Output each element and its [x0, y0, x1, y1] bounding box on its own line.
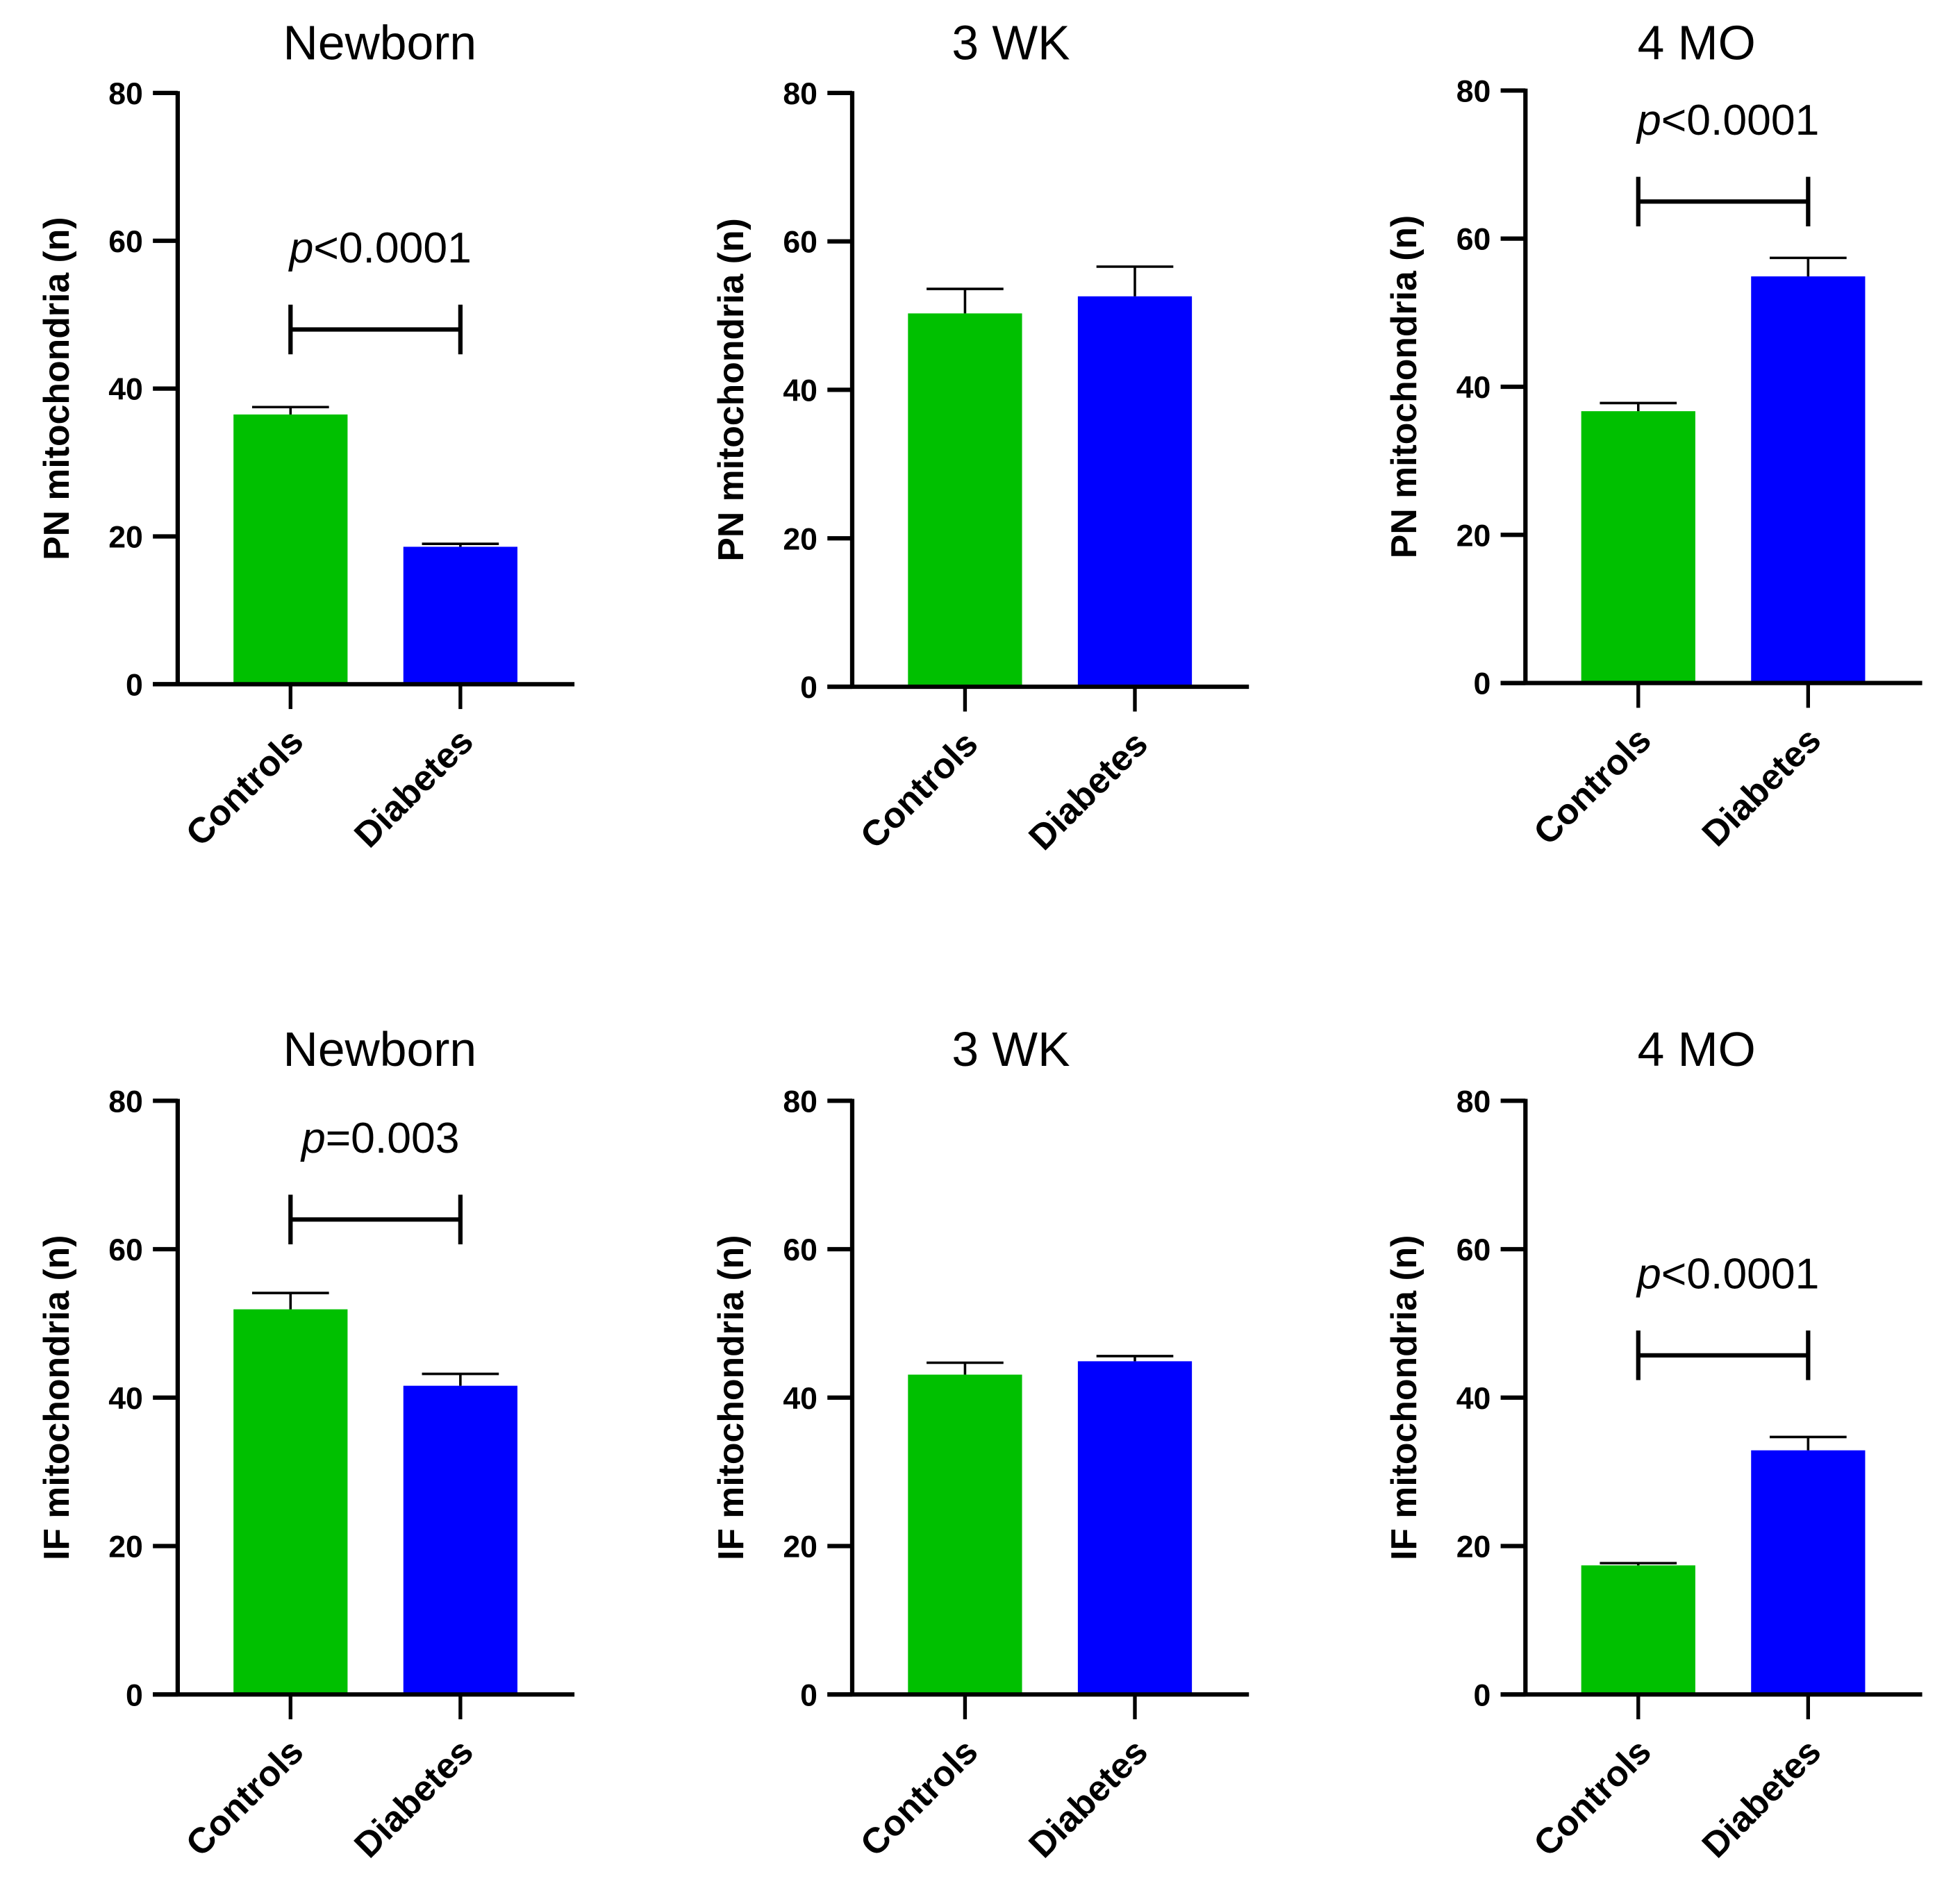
p-value-symbol: p	[1636, 1249, 1661, 1298]
y-tick-label: 0	[126, 668, 143, 702]
y-axis-label: IF mitochondria (n)	[711, 1235, 751, 1560]
x-tick-label: Diabetes	[1021, 723, 1156, 858]
y-tick-label: 40	[1456, 371, 1491, 405]
y-tick-label: 20	[1456, 519, 1491, 553]
x-tick-label: Diabetes	[1694, 719, 1829, 854]
y-tick-label: 60	[108, 1233, 143, 1267]
x-tick-label: Diabetes	[1694, 1731, 1829, 1866]
y-tick-label: 80	[1456, 1085, 1491, 1119]
chart-panel-1: Newborn PN mitochondria (n) Controls Diabet…	[36, 16, 575, 855]
bar-controls	[233, 414, 348, 685]
chart-title: Newborn	[283, 1022, 477, 1076]
p-value-text: <0.0001	[313, 224, 472, 272]
x-tick-label: Controls	[1526, 1731, 1659, 1864]
y-tick-label: 60	[1456, 1233, 1491, 1267]
x-tick-label: Controls	[852, 723, 985, 855]
bar-controls	[1581, 411, 1695, 683]
chart-panel-6: 4 MO IF mitochondria (n) Controls Diabetes 0…	[1384, 1022, 1922, 1865]
y-tick-label: 0	[126, 1678, 143, 1712]
y-tick-label: 40	[1456, 1382, 1491, 1416]
y-tick-label: 60	[1456, 223, 1491, 257]
chart-title: 3 WK	[952, 1022, 1070, 1076]
y-tick-label: 20	[783, 1530, 817, 1564]
p-value-text: =0.003	[326, 1114, 460, 1162]
y-axis-label: IF mitochondria (n)	[1384, 1235, 1424, 1560]
p-value-symbol: p	[300, 1114, 326, 1162]
chart-title: 3 WK	[952, 16, 1070, 70]
p-value-text: <0.0001	[1661, 1249, 1820, 1298]
bar-diabetes	[1751, 276, 1866, 683]
y-axis-label: PN mitochondria (n)	[36, 217, 76, 560]
chart-title: Newborn	[283, 16, 477, 70]
y-tick-label: 0	[1474, 667, 1491, 701]
p-value-text: <0.0001	[1661, 96, 1820, 144]
y-tick-label: 40	[108, 373, 143, 407]
y-axis-label: IF mitochondria (n)	[36, 1235, 76, 1560]
p-value-label: p=0.003	[300, 1114, 460, 1162]
chart-panel-3: 4 MO PN mitochondria (n) Controls Diabetes 0…	[1384, 16, 1922, 854]
x-tick-label: Controls	[178, 721, 310, 853]
y-tick-label: 80	[1456, 74, 1491, 108]
y-tick-label: 0	[800, 1678, 817, 1712]
y-tick-label: 20	[108, 1530, 143, 1564]
y-tick-label: 60	[783, 1233, 817, 1267]
y-tick-label: 0	[1474, 1678, 1491, 1712]
y-tick-label: 60	[108, 225, 143, 259]
y-tick-label: 0	[800, 671, 817, 705]
bar-diabetes	[403, 546, 517, 685]
bar-controls	[908, 1374, 1022, 1695]
x-tick-label: Controls	[178, 1731, 310, 1864]
chart-panel-4: Newborn IF mitochondria (n) Controls Diabet…	[36, 1022, 575, 1866]
x-tick-label: Diabetes	[1021, 1731, 1156, 1866]
y-axis-label: PN mitochondria (n)	[1384, 215, 1424, 558]
bar-diabetes	[1751, 1450, 1866, 1695]
y-tick-label: 40	[108, 1382, 143, 1416]
p-value-label: p<0.0001	[288, 224, 472, 272]
bar-diabetes	[1077, 296, 1193, 687]
y-tick-label: 20	[1456, 1530, 1491, 1564]
y-tick-label: 40	[783, 1382, 817, 1416]
x-tick-label: Controls	[852, 1731, 985, 1864]
y-tick-label: 80	[108, 77, 143, 111]
chart-panel-2: 3 WK PN mitochondria (n) Controls Diabetes 0…	[711, 16, 1249, 858]
p-value-label: p<0.0001	[1636, 1249, 1819, 1298]
chart-panel-5: 3 WK IF mitochondria (n) Controls Diabetes 0…	[711, 1022, 1249, 1865]
y-tick-label: 80	[783, 1085, 817, 1119]
chart-title: 4 MO	[1638, 1022, 1756, 1076]
x-tick-label: Diabetes	[347, 721, 481, 855]
y-tick-label: 80	[108, 1085, 143, 1119]
bar-controls	[908, 313, 1022, 687]
bar-controls	[1581, 1565, 1695, 1695]
bar-diabetes	[403, 1385, 517, 1695]
y-tick-label: 40	[783, 374, 817, 408]
p-value-symbol: p	[288, 224, 314, 272]
p-value-symbol: p	[1636, 96, 1661, 144]
y-tick-label: 20	[783, 522, 817, 556]
p-value-label: p<0.0001	[1636, 96, 1819, 144]
bar-controls	[233, 1309, 348, 1695]
bar-diabetes	[1077, 1361, 1193, 1695]
chart-title: 4 MO	[1638, 16, 1756, 70]
y-tick-label: 60	[783, 226, 817, 260]
y-tick-label: 20	[108, 521, 143, 555]
x-tick-label: Controls	[1526, 719, 1659, 852]
y-tick-label: 80	[783, 77, 817, 111]
y-axis-label: PN mitochondria (n)	[711, 218, 751, 561]
x-tick-label: Diabetes	[347, 1731, 481, 1866]
